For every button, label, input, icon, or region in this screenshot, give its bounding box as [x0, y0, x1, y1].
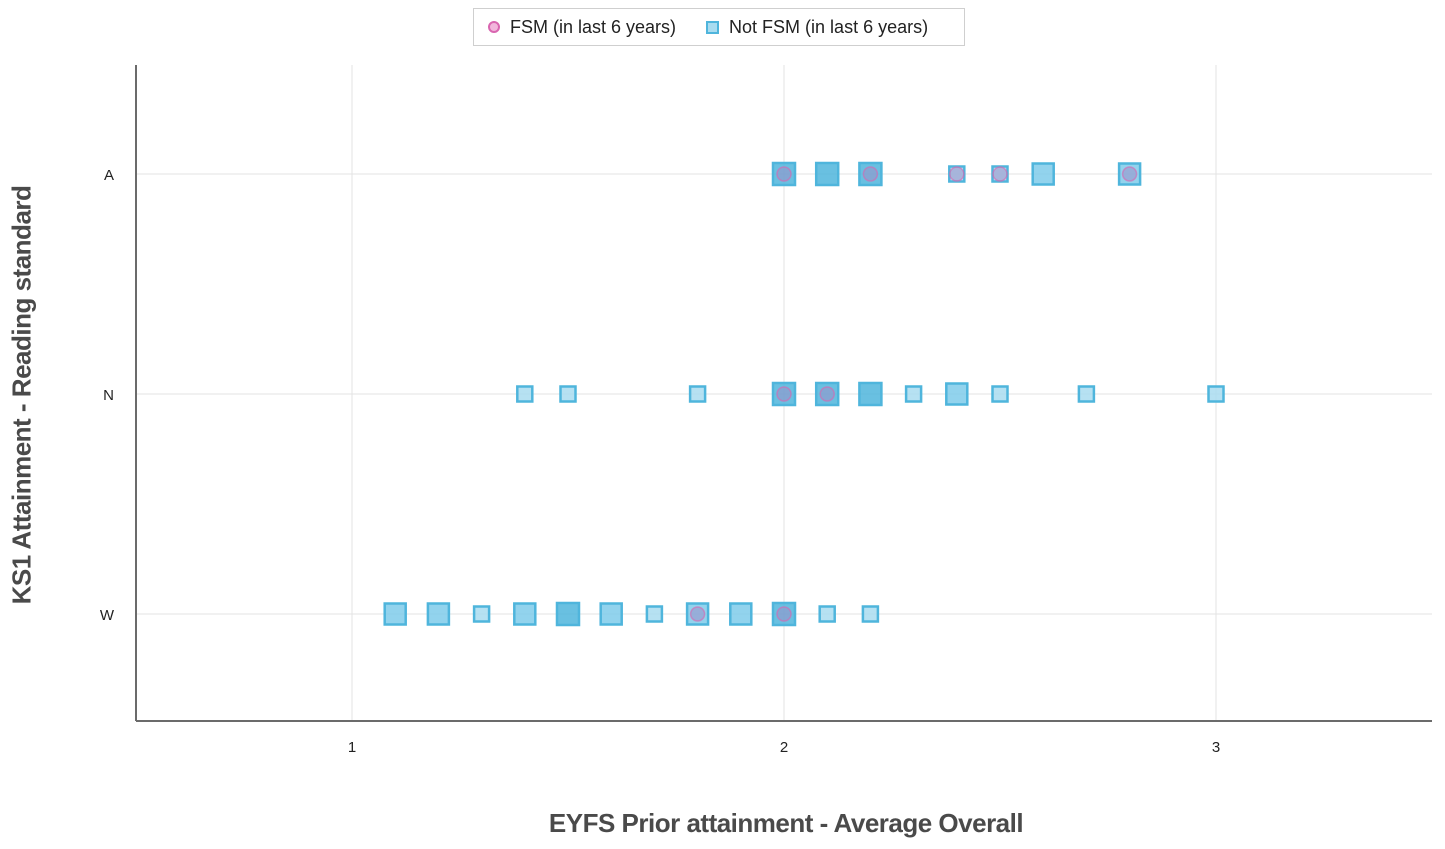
circle-marker-icon — [488, 21, 500, 33]
y-tick-label: A — [104, 167, 114, 184]
fsm-point — [819, 386, 835, 402]
fsm-point — [862, 166, 879, 182]
not-fsm-point — [688, 385, 707, 403]
not-fsm-point — [599, 602, 623, 626]
fsm-point — [776, 166, 792, 182]
not-fsm-point — [814, 161, 840, 187]
legend-label-not-fsm: Not FSM (in last 6 years) — [729, 16, 929, 37]
legend-item-not-fsm[interactable]: Not FSM (in last 6 years) — [706, 17, 928, 38]
y-tick-label: N — [103, 387, 114, 404]
fsm-point — [776, 386, 792, 402]
fsm-point — [689, 606, 706, 622]
not-fsm-point — [818, 605, 836, 623]
not-fsm-point — [858, 381, 883, 407]
y-axis-title: KS1 Attainment - Reading standard — [6, 185, 37, 605]
legend-label-fsm: FSM (in last 6 years) — [510, 16, 677, 37]
not-fsm-point — [645, 605, 664, 623]
not-fsm-point — [991, 385, 1009, 403]
not-fsm-point — [729, 602, 753, 626]
not-fsm-point — [945, 382, 969, 406]
x-tick-label: 3 — [1212, 739, 1220, 756]
fsm-point — [1121, 166, 1138, 182]
not-fsm-point — [516, 385, 534, 403]
not-fsm-point — [555, 601, 581, 627]
not-fsm-point — [861, 605, 880, 623]
x-axis-title: EYFS Prior attainment - Average Overall — [548, 808, 1024, 838]
not-fsm-point — [904, 385, 923, 403]
square-marker-icon — [706, 20, 720, 34]
not-fsm-point — [426, 602, 451, 626]
x-tick-label: 1 — [348, 739, 356, 756]
fsm-point — [949, 166, 965, 182]
legend: FSM (in last 6 years) Not FSM (in last 6… — [473, 8, 965, 46]
not-fsm-point — [1031, 162, 1055, 186]
y-tick-label: W — [100, 607, 115, 624]
not-fsm-point — [513, 602, 537, 626]
fsm-point — [776, 606, 792, 622]
not-fsm-point — [559, 385, 577, 403]
legend-item-fsm[interactable]: FSM (in last 6 years) — [488, 17, 676, 38]
not-fsm-point — [472, 605, 491, 623]
not-fsm-point — [383, 602, 407, 626]
fsm-point — [992, 166, 1008, 182]
x-tick-label: 2 — [780, 739, 788, 756]
not-fsm-point — [1207, 385, 1225, 403]
not-fsm-point — [1077, 385, 1096, 403]
